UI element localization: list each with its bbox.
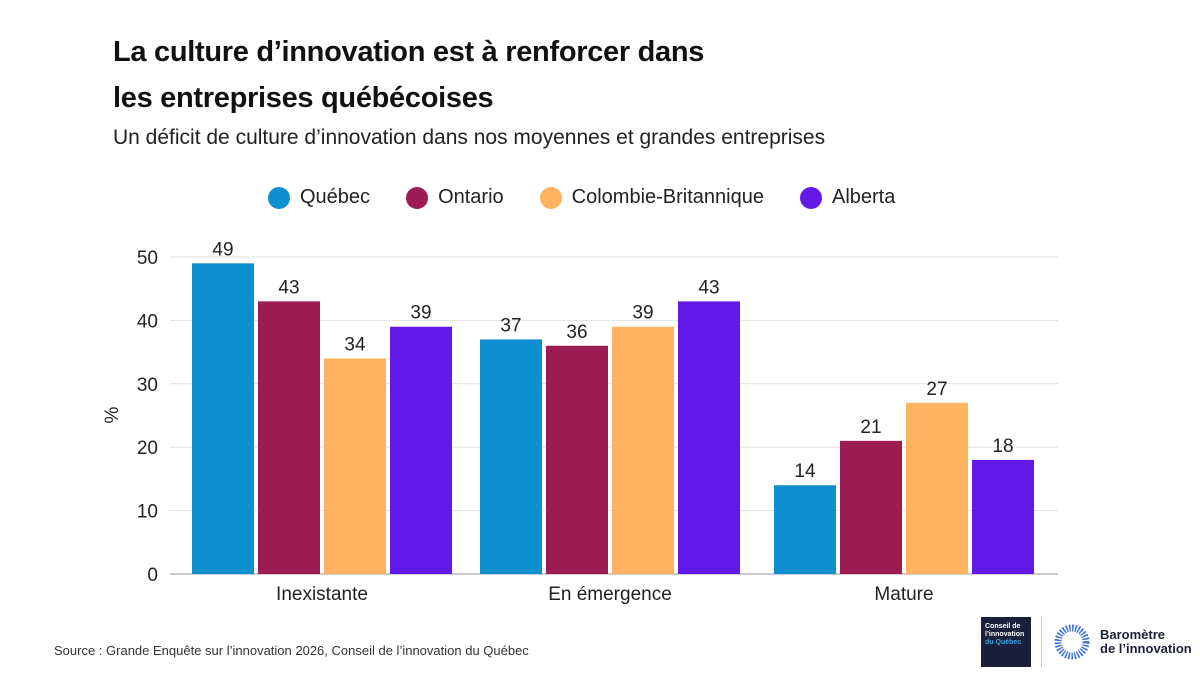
bar-ontario: [840, 440, 902, 574]
y-axis-label: %: [102, 406, 123, 423]
y-tick-label: 0: [147, 565, 158, 586]
data-label: 39: [632, 303, 653, 324]
y-tick-label: 50: [137, 248, 158, 269]
data-label: 21: [860, 417, 881, 438]
legend-swatch: [539, 186, 562, 209]
data-label: 37: [500, 315, 521, 336]
barometre-line1: Baromètre: [1100, 627, 1166, 642]
y-tick-label: 40: [137, 311, 158, 332]
conseil-logo: Conseil de l’innovation du Québec: [981, 617, 1031, 667]
legend-swatch: [799, 186, 822, 209]
barometre-line2: de l’innovation: [1100, 641, 1192, 656]
legend-item: Ontario: [406, 186, 504, 209]
data-label: 43: [278, 277, 299, 298]
y-tick-label: 10: [137, 502, 158, 523]
data-label: 27: [926, 379, 947, 400]
data-label: 43: [698, 277, 719, 298]
data-label: 14: [794, 461, 816, 482]
logos: Conseil de l’innovation du Québec Baromètr…: [981, 617, 1192, 667]
bar-colombie-britannique: [906, 402, 968, 574]
chart-title-line1: La culture d’innovation est à renforcer …: [113, 36, 705, 68]
bar-colombie-britannique: [324, 358, 386, 574]
bar-alberta: [678, 301, 740, 574]
legend-swatch: [406, 186, 429, 209]
bar-qu-bec: [774, 485, 836, 574]
bar-ontario: [258, 301, 320, 574]
legend-item: Alberta: [799, 186, 896, 209]
source-note: Source : Grande Enquête sur l’innovation…: [54, 643, 529, 658]
bar-alberta: [390, 326, 452, 574]
chart-title-line2: les entreprises québécoises: [113, 82, 494, 114]
legend: Québec Ontario Colombie-Britannique Alberta: [268, 186, 895, 209]
y-tick-label: 30: [137, 375, 158, 396]
logo-divider: [1041, 617, 1042, 667]
chart-subtitle: Un déficit de culture d’innovation dans …: [113, 126, 826, 149]
bar-qu-bec: [480, 339, 542, 574]
x-tick-label: En émergence: [548, 584, 672, 605]
data-label: 36: [566, 322, 587, 343]
data-label: 49: [212, 239, 233, 260]
barometre-logo-icon: [1054, 624, 1090, 660]
bar-alberta: [972, 459, 1034, 574]
legend-swatch: [268, 186, 290, 209]
legend-label: Alberta: [831, 186, 896, 208]
bar-colombie-britannique: [612, 326, 674, 574]
y-tick-label: 20: [137, 438, 158, 459]
data-label: 18: [992, 436, 1013, 457]
x-tick-label: Inexistante: [276, 584, 368, 605]
data-label: 34: [344, 334, 366, 355]
data-label: 39: [410, 303, 431, 324]
bar-ontario: [546, 345, 608, 574]
x-tick-label: Mature: [874, 584, 933, 605]
barometre-logo-text: Baromètre de l’innovation: [1100, 628, 1192, 656]
legend-item: Colombie-Britannique: [539, 186, 764, 209]
legend-label: Ontario: [438, 186, 504, 208]
bar-qu-bec: [192, 263, 254, 574]
legend-item: Québec: [268, 186, 370, 209]
legend-label: Québec: [300, 186, 371, 208]
legend-label: Colombie-Britannique: [571, 186, 764, 208]
